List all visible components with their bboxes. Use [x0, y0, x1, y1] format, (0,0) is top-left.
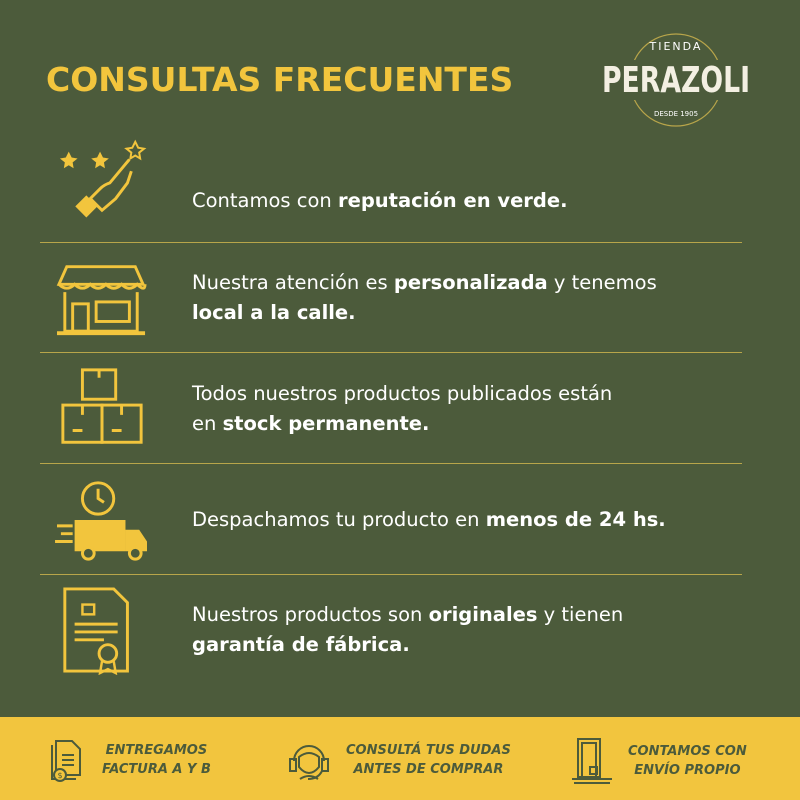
- highlight-text: local a la calle.: [192, 301, 356, 324]
- body-text: y tienen: [537, 603, 624, 626]
- svg-text:TIENDA: TIENDA: [649, 40, 703, 53]
- svg-text:PERAZOLI: PERAZOLI: [602, 60, 750, 101]
- boxes-icon: [61, 367, 143, 444]
- faq-item: Todos nuestros productos publicados está…: [40, 353, 742, 464]
- feature-line: FACTURA A Y B: [102, 762, 211, 777]
- highlight-text: reputación en verde.: [338, 188, 568, 212]
- faq-text: Nuestra atención es personalizada y tene…: [192, 268, 657, 328]
- faq-text: Contamos con reputación en verde.: [192, 186, 568, 216]
- faq-item: Nuestros productos son originales y tien…: [40, 575, 742, 685]
- stars-hand-icon: [59, 139, 147, 217]
- highlight-text: garantía de fábrica.: [192, 633, 410, 656]
- faq-item: Nuestra atención es personalizada y tene…: [40, 243, 742, 353]
- faq-text: Nuestros productos son originales y tien…: [192, 600, 623, 660]
- invoice-icon: $: [51, 740, 81, 782]
- faq-text: Todos nuestros productos publicados está…: [192, 379, 612, 439]
- highlight-text: stock permanente.: [222, 411, 430, 435]
- svg-text:DESDE 1905: DESDE 1905: [654, 110, 698, 118]
- headset-support-icon: [289, 745, 329, 780]
- highlight-text: personalizada: [393, 271, 548, 294]
- features-band: $ ENTREGAMOS FACTURA A Y B CONSULTÁ TUS D…: [0, 717, 800, 800]
- feature-line: CONTAMOS CON: [628, 744, 747, 759]
- body-text: Despachamos tu producto en: [192, 507, 486, 531]
- faq-text: Despachamos tu producto en menos de 24 h…: [192, 505, 666, 535]
- svg-text:$: $: [57, 771, 62, 780]
- faq-item: Contamos con reputación en verde.: [40, 130, 742, 243]
- body-text: Nuestros productos son: [192, 603, 429, 626]
- certificate-icon: [63, 587, 129, 675]
- body-text: y tenemos: [547, 271, 657, 294]
- feature-line: CONSULTÁ TUS DUDAS: [346, 743, 511, 758]
- storefront-icon: [56, 265, 147, 336]
- body-text: Contamos con: [192, 188, 338, 212]
- feature-line: ENVÍO PROPIO: [634, 763, 741, 778]
- fast-delivery-truck-icon: [55, 480, 147, 561]
- perazoli-logo: TIENDA PERAZOLI DESDE 1905: [600, 33, 752, 127]
- faq-item: Despachamos tu producto en menos de 24 h…: [40, 464, 742, 575]
- body-text: Nuestra atención es: [192, 271, 394, 294]
- page-title: CONSULTAS FRECUENTES: [46, 60, 514, 99]
- body-text: en: [192, 411, 223, 435]
- feature-shipping: CONTAMOS CON ENVÍO PROPIO: [570, 737, 747, 785]
- feature-line: ENTREGAMOS: [105, 743, 208, 758]
- door-delivery-icon: [572, 738, 612, 784]
- feature-line: ANTES DE COMPRAR: [353, 762, 504, 777]
- highlight-text: menos de 24 hs.: [485, 507, 666, 531]
- body-text: Todos nuestros productos publicados está…: [192, 381, 613, 405]
- highlight-text: originales: [428, 603, 538, 626]
- feature-support: CONSULTÁ TUS DUDAS ANTES DE COMPRAR: [286, 737, 511, 783]
- feature-invoice: $ ENTREGAMOS FACTURA A Y B: [48, 737, 211, 783]
